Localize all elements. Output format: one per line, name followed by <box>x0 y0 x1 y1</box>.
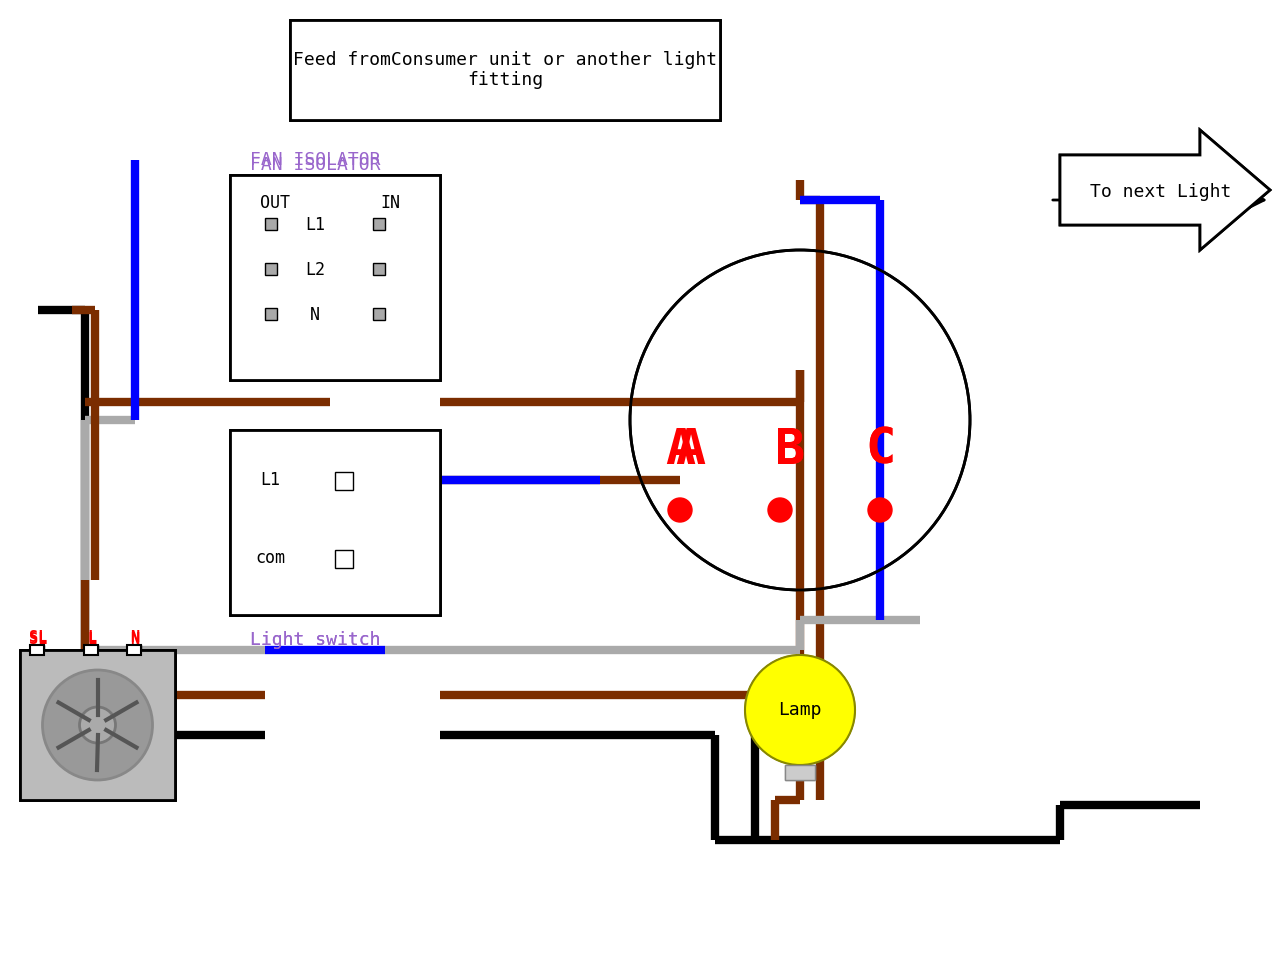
Circle shape <box>745 655 855 765</box>
Text: C: C <box>865 426 895 474</box>
Circle shape <box>79 707 115 743</box>
Polygon shape <box>1060 130 1270 250</box>
Text: B: B <box>774 426 805 474</box>
Bar <box>330 550 348 568</box>
Bar <box>372 218 385 230</box>
Text: IN: IN <box>380 194 399 212</box>
Bar <box>265 308 276 320</box>
Text: Feed fromConsumer unit or another light
fitting: Feed fromConsumer unit or another light … <box>293 51 717 89</box>
Bar <box>265 308 276 320</box>
Text: L1: L1 <box>260 471 280 489</box>
Bar <box>265 218 276 230</box>
Text: To next Light: To next Light <box>1091 183 1231 201</box>
Bar <box>84 645 99 655</box>
Bar <box>230 430 440 615</box>
Bar <box>265 263 276 275</box>
Bar <box>127 645 141 655</box>
Text: N: N <box>294 306 305 324</box>
Text: L2: L2 <box>291 261 310 279</box>
Text: OUT: OUT <box>260 196 291 214</box>
Bar <box>372 263 385 275</box>
Bar <box>20 650 175 800</box>
Bar <box>265 263 276 275</box>
Bar <box>785 765 815 780</box>
Text: SL: SL <box>29 631 47 645</box>
Circle shape <box>768 498 792 522</box>
Text: FAN ISOLATOR: FAN ISOLATOR <box>250 156 380 174</box>
Circle shape <box>668 498 692 522</box>
Text: FAN ISOLATOR: FAN ISOLATOR <box>250 151 380 169</box>
Bar <box>372 263 385 275</box>
Text: L: L <box>87 633 96 647</box>
Text: Light switch: Light switch <box>250 631 380 649</box>
Circle shape <box>79 707 115 743</box>
Bar <box>372 308 385 320</box>
Text: IN: IN <box>360 196 380 214</box>
Bar <box>84 645 99 655</box>
Text: N: N <box>131 631 140 645</box>
Bar <box>335 550 353 568</box>
Text: com: com <box>255 549 285 567</box>
Circle shape <box>42 670 152 780</box>
Circle shape <box>42 670 152 780</box>
Bar <box>372 308 385 320</box>
Text: L1: L1 <box>291 216 310 234</box>
Bar <box>291 20 719 120</box>
Bar <box>127 645 141 655</box>
Text: L: L <box>87 631 96 645</box>
Text: L1: L1 <box>265 471 285 489</box>
Text: OUT: OUT <box>260 194 291 212</box>
Text: Feed fromConsumer unit or another light
fitting: Feed fromConsumer unit or another light … <box>293 51 717 89</box>
Bar <box>785 765 815 780</box>
Bar <box>230 430 440 615</box>
Bar <box>335 472 353 490</box>
Polygon shape <box>1060 130 1270 250</box>
Bar <box>29 645 44 655</box>
Text: Lamp: Lamp <box>778 701 822 719</box>
Circle shape <box>745 655 855 765</box>
Bar <box>330 472 348 490</box>
Circle shape <box>630 250 970 590</box>
Text: N: N <box>310 306 320 324</box>
Text: To next Light: To next Light <box>1100 183 1242 201</box>
Text: N: N <box>131 633 140 647</box>
Bar <box>372 218 385 230</box>
Text: Lamp: Lamp <box>778 701 822 719</box>
Text: Light switch: Light switch <box>250 631 380 649</box>
Text: SL: SL <box>29 633 47 647</box>
Bar <box>29 645 44 655</box>
Text: B: B <box>774 426 805 474</box>
Bar <box>291 20 719 120</box>
Bar <box>230 175 440 380</box>
Bar <box>20 650 175 800</box>
Text: com: com <box>255 549 285 567</box>
Text: A: A <box>675 426 705 474</box>
Text: C: C <box>865 426 895 474</box>
Bar <box>265 218 276 230</box>
Text: L2: L2 <box>305 261 325 279</box>
Text: A: A <box>664 426 695 474</box>
Text: L1: L1 <box>305 216 325 234</box>
Circle shape <box>868 498 892 522</box>
Bar <box>230 175 440 380</box>
